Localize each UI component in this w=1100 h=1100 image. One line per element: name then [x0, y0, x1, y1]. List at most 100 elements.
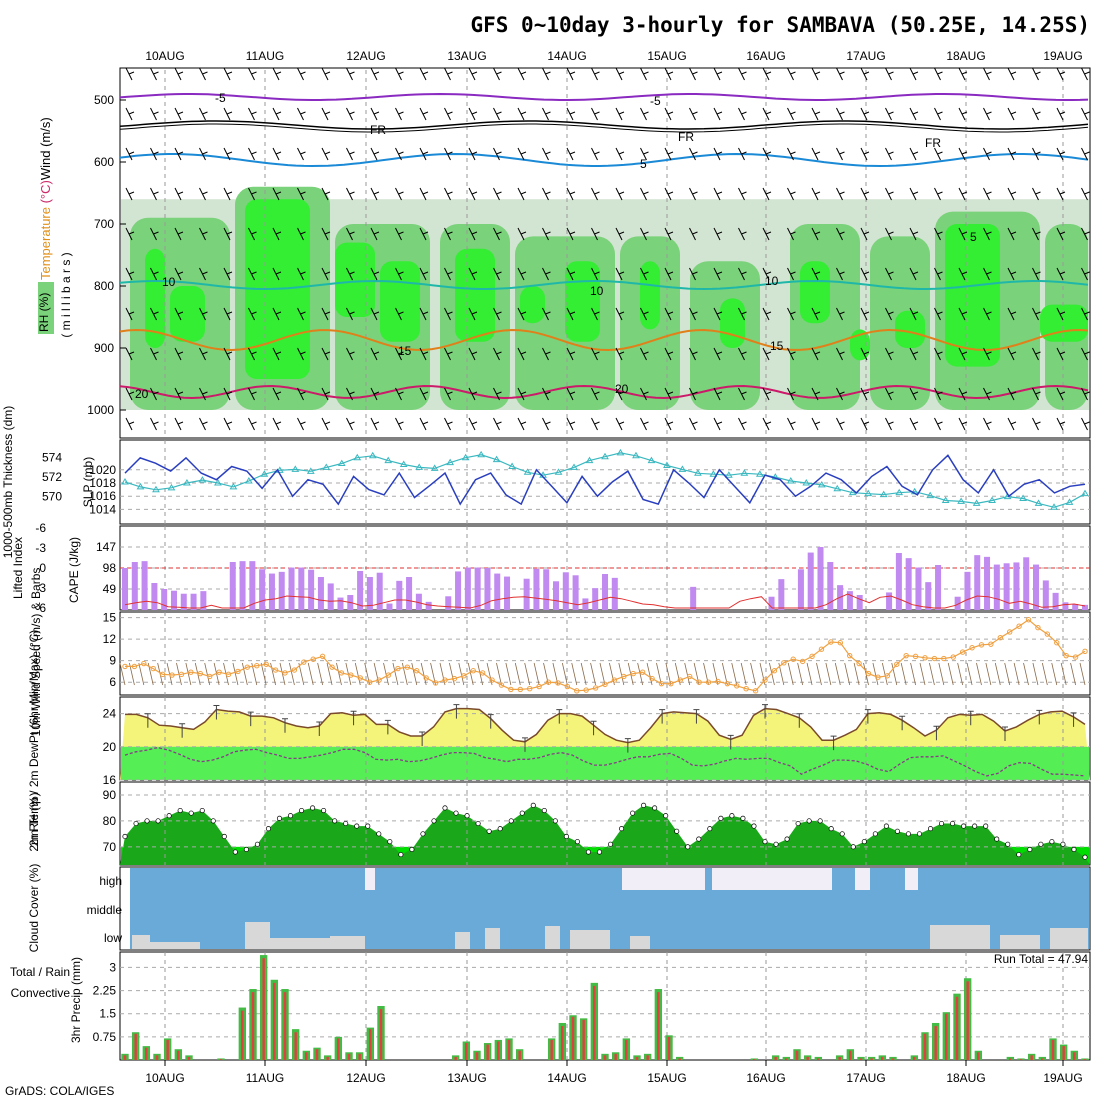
precip-convective-bar	[337, 1038, 340, 1060]
wind-barb	[1007, 307, 1017, 321]
cape-bar	[954, 596, 961, 610]
cape-bar	[406, 577, 413, 610]
precip-convective-bar	[614, 1053, 617, 1060]
wind-speed-marker	[357, 675, 363, 681]
wind-barb	[860, 147, 870, 161]
rh2-marker	[199, 807, 205, 814]
thickness-marker	[183, 478, 191, 486]
cape-bar	[1042, 580, 1049, 610]
low-cloud-block	[330, 936, 365, 949]
precip-convective-bar	[838, 1056, 841, 1060]
slp-tick-label: 1014	[89, 502, 116, 516]
wind-barb	[370, 267, 380, 281]
rh2-marker	[1016, 852, 1022, 858]
rh2-marker	[1005, 841, 1011, 847]
surface-wind-barb	[703, 662, 709, 686]
wind-barb	[150, 267, 159, 281]
rh2-marker	[817, 818, 823, 824]
low-cloud-block	[455, 932, 470, 949]
wind-barb	[738, 187, 747, 201]
thickness-tick-label: 574	[42, 451, 62, 465]
surface-wind-barb	[119, 662, 126, 686]
wind-barb	[517, 67, 527, 81]
cape-bar	[611, 577, 618, 610]
contour-label: FR	[370, 123, 386, 137]
surface-wind-barb	[392, 662, 399, 686]
wind-barb	[983, 267, 992, 281]
rh2-marker	[784, 836, 790, 842]
contour-label: -5	[215, 91, 226, 105]
precip-convective-bar	[571, 1016, 575, 1060]
temp-minmax-bar	[830, 735, 837, 751]
low-cloud-block	[930, 925, 990, 949]
wind-barb	[860, 187, 870, 201]
wind-speed-marker	[583, 687, 589, 693]
thickness-tick-label: 572	[42, 470, 62, 484]
rh-shade-high	[720, 298, 745, 348]
precip-convective-bar	[870, 1058, 873, 1060]
wind-barb	[713, 387, 723, 401]
thickness-marker	[601, 452, 609, 460]
precip-convective-bar	[145, 1047, 148, 1060]
thickness-marker	[523, 468, 532, 475]
low-cloud-block	[545, 926, 560, 949]
wind-barb	[517, 307, 527, 321]
surface-wind-barb	[571, 662, 578, 686]
cape-bar	[533, 568, 540, 610]
wind-speed-marker	[216, 669, 222, 675]
cape-bar	[935, 565, 942, 610]
cape-ylabel: CAPE (J/kg)	[67, 537, 81, 603]
temp-tick-label: 24	[103, 707, 117, 721]
cape-bar	[807, 552, 814, 610]
wind-barb	[223, 347, 233, 361]
surface-wind-barb	[947, 662, 954, 686]
wind-barb	[444, 187, 453, 201]
rh2-marker	[972, 823, 978, 829]
wind-barb	[738, 307, 747, 321]
wind-barb	[934, 107, 943, 121]
rh2-marker	[894, 828, 900, 834]
y-tick-label: 500	[94, 93, 114, 107]
rh2-marker	[442, 805, 448, 811]
wind-barb	[983, 347, 992, 361]
wind-barb	[1056, 267, 1066, 281]
wind-barb	[395, 267, 404, 281]
precip-convective-bar	[955, 996, 959, 1060]
wind-barb	[370, 187, 380, 201]
precip-convective-bar	[497, 1041, 500, 1060]
wind-barb	[419, 307, 429, 321]
precip-convective-bar	[1041, 1058, 1044, 1060]
high-cloud-gap	[905, 868, 918, 890]
surface-wind-barb	[609, 662, 615, 686]
li-tick-label: 6	[39, 601, 46, 615]
temp-tick-label: 16	[103, 773, 117, 787]
thickness-marker	[244, 477, 253, 484]
surface-wind-barb	[289, 662, 295, 686]
wind-barb	[297, 307, 306, 321]
wind-speed-marker	[988, 641, 994, 647]
precip-convective-bar	[913, 1056, 916, 1060]
wind-barb	[150, 227, 159, 241]
surface-wind-barb	[1013, 662, 1020, 686]
wind-barb	[591, 387, 600, 401]
wind-barb	[836, 107, 845, 121]
cape-bar	[504, 576, 511, 610]
cloud-ylabel: Cloud Cover (%)	[27, 864, 41, 953]
thickness-marker	[864, 489, 873, 497]
wind-barb	[125, 67, 135, 81]
precip-convective-bar	[518, 1050, 521, 1060]
slp-tick-label: 1018	[89, 476, 116, 490]
cape-bar	[268, 573, 275, 610]
wind-barb	[395, 147, 404, 161]
date-label-top: 16AUG	[746, 49, 785, 63]
wind-barb	[346, 147, 355, 161]
thickness-marker	[1065, 498, 1074, 505]
wind-speed-marker	[762, 677, 768, 683]
wind-barb	[395, 307, 404, 321]
surface-wind-barb	[797, 662, 804, 686]
cape-bar	[161, 589, 168, 610]
wind-barb	[787, 267, 796, 281]
wind-barb	[346, 227, 355, 241]
chart-title: GFS 0~10day 3-hourly for SAMBAVA (50.25E…	[470, 13, 1090, 37]
wind-barb	[395, 187, 404, 201]
